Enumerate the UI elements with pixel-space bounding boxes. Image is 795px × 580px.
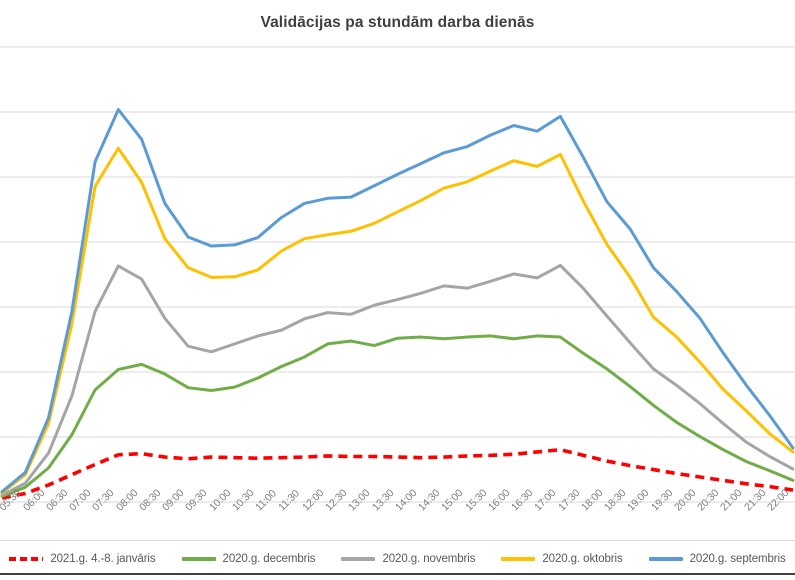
plot-area	[0, 40, 795, 510]
legend-bottom-rule	[0, 573, 795, 575]
legend-color-swatch	[181, 557, 216, 561]
legend-item[interactable]: 2020.g. decembris	[181, 553, 316, 565]
legend-item-label: 2021.g. 4.-8. janvāris	[50, 553, 156, 565]
legend-color-swatch	[648, 557, 683, 561]
series-line	[0, 263, 795, 497]
legend-item-label: 2020.g. novembris	[382, 553, 476, 565]
legend-separator	[0, 540, 795, 541]
legend-item[interactable]: 2020.g. novembris	[341, 553, 475, 565]
series-lines	[0, 108, 795, 500]
legend-item[interactable]: 2020.g. septembris	[648, 553, 786, 565]
legend-item-label: 2020.g. septembris	[689, 553, 786, 565]
chart-legend: 2021.g. 4.-8. janvāris 2020.g. decembris 2…	[0, 546, 795, 572]
legend-color-swatch	[501, 557, 536, 561]
series-line	[0, 334, 795, 498]
legend-item-label: 2020.g. oktobris	[542, 553, 623, 565]
series-line	[0, 108, 795, 494]
legend-item-label: 2020.g. decembris	[222, 553, 316, 565]
legend-item[interactable]: 2021.g. 4.-8. janvāris	[9, 553, 156, 565]
series-line	[1, 447, 794, 500]
gridlines	[0, 46, 795, 503]
x-axis-tick-labels: 05:0005:3006:0006:3007:0007:3008:0008:30…	[0, 487, 795, 543]
legend-color-swatch	[9, 557, 44, 561]
legend-item[interactable]: 2020.g. oktobris	[501, 553, 623, 565]
legend-color-swatch	[341, 557, 376, 561]
chart-title: Validācijas pa stundām darba dienās	[260, 14, 535, 31]
line-chart-svg	[0, 46, 795, 503]
series-line	[0, 146, 795, 495]
